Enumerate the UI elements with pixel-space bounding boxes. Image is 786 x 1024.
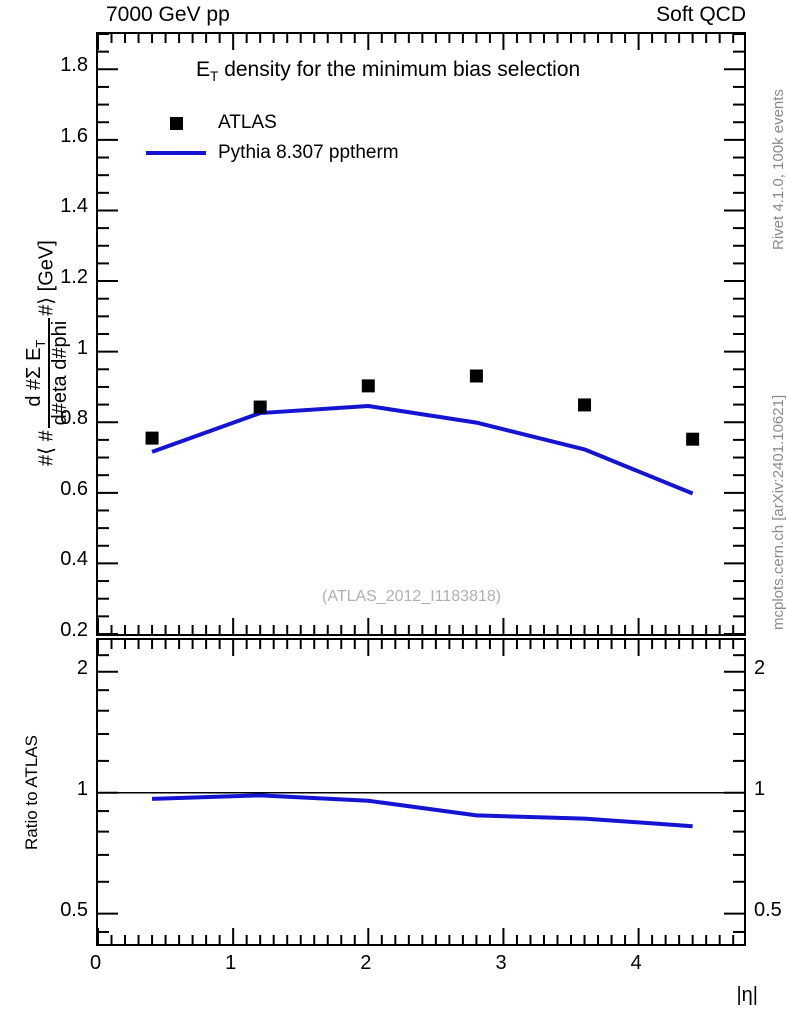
- x-tick-label-4: 4: [630, 952, 642, 974]
- y-tick-label-main-0: 1.8: [60, 54, 88, 77]
- y-axis-title: #⟨ # d #Σ ET d#eta d#phi #⟩ [GeV]: [2, 36, 71, 636]
- legend-entry-atlas[interactable]: ATLAS: [140, 108, 399, 138]
- y-tick-label-main-6: 0.6: [60, 477, 88, 500]
- ratio-y-axis-title: Ratio to ATLAS: [22, 735, 41, 850]
- mcplots-reference-note: mcplots.cern.ch [arXiv:2401.10621]: [770, 394, 786, 630]
- x-tick-label-2: 2: [360, 952, 372, 974]
- y-tick-label-ratio-left-2: 0.5: [60, 898, 88, 921]
- header-analysis-category: Soft QCD: [656, 3, 746, 26]
- y-axis-title-prefix: #⟨ #: [35, 430, 58, 466]
- rivet-version-note: Rivet 4.1.0, 100k events: [770, 89, 786, 250]
- x-tick-label-3: 3: [495, 952, 507, 974]
- legend: ATLAS Pythia 8.307 pptherm: [140, 108, 399, 168]
- ratio-plot-canvas: [98, 640, 744, 944]
- data-markers-atlas: [145, 369, 700, 446]
- legend-label-pythia: Pythia 8.307 pptherm: [218, 142, 399, 163]
- header-beam-energy: 7000 GeV pp: [106, 3, 230, 26]
- x-axis-title: |η|: [736, 984, 758, 1006]
- y-tick-label-ratio-right-2: 0.5: [754, 898, 782, 921]
- y-tick-label-main-7: 0.4: [60, 548, 88, 571]
- y-tick-label-ratio-left-1: 1: [76, 777, 88, 800]
- x-tick-label-0: 0: [90, 952, 102, 974]
- y-tick-label-main-8: 0.2: [60, 619, 88, 641]
- main-plot-canvas: [98, 34, 744, 634]
- y-tick-label-ratio-left-0: 2: [76, 656, 88, 679]
- analysis-id-watermark: (ATLAS_2012_I1183818): [322, 588, 502, 605]
- y-tick-label-main-1: 1.6: [60, 124, 88, 147]
- y-tick-label-main-4: 1: [76, 336, 88, 359]
- main-axis-ticks: [98, 34, 744, 634]
- ratio-plot-panel: [96, 638, 746, 946]
- x-tick-label-1: 1: [225, 952, 237, 974]
- main-plot-panel: [96, 32, 746, 636]
- mc-curve-pythia: [151, 404, 694, 496]
- ratio-curve-pythia: [151, 793, 693, 829]
- y-tick-label-ratio-right-0: 2: [754, 656, 766, 679]
- legend-line-icon: [140, 151, 212, 155]
- legend-label-atlas: ATLAS: [218, 112, 277, 133]
- y-tick-label-main-3: 1.2: [60, 266, 88, 289]
- plot-title: ET density for the minimum bias selectio…: [196, 58, 581, 85]
- y-tick-label-main-2: 1.4: [60, 195, 88, 218]
- y-axis-title-suffix: #⟩ [GeV]: [35, 240, 58, 316]
- legend-marker-square-icon: [140, 116, 212, 130]
- y-tick-label-main-5: 0.8: [60, 407, 88, 430]
- y-tick-label-ratio-right-1: 1: [754, 777, 766, 800]
- legend-entry-pythia[interactable]: Pythia 8.307 pptherm: [140, 138, 399, 168]
